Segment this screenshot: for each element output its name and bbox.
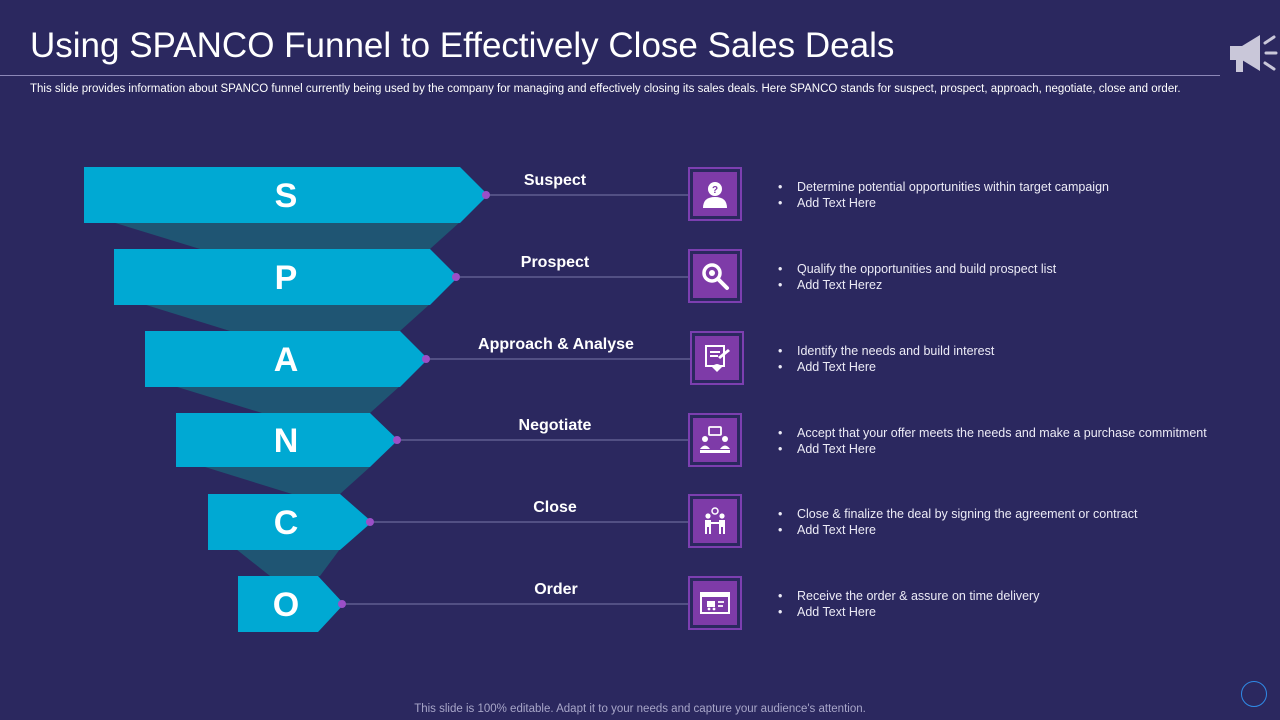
bullet-item: Receive the order & assure on time deliv… — [778, 588, 1258, 604]
bullet-item: Add Text Herez — [778, 277, 1258, 293]
bullet-item: Determine potential opportunities within… — [778, 179, 1258, 195]
stage-bullets-close: Close & finalize the deal by signing the… — [778, 506, 1258, 538]
stage-arrow-c — [208, 494, 372, 550]
bullet-item: Add Text Here — [778, 195, 1258, 211]
stage-icon-box — [688, 494, 742, 548]
stage-icon-box — [688, 576, 742, 630]
browser-order-icon — [700, 592, 730, 614]
slide-description: This slide provides information about SP… — [30, 83, 1181, 95]
stage-letter: N — [274, 422, 299, 460]
bullet-item: Identify the needs and build interest — [778, 343, 1258, 359]
stage-label-suspect: Suspect — [523, 172, 587, 189]
stage-arrow-p — [114, 249, 458, 305]
meeting-chat-icon — [700, 426, 730, 453]
corner-circle-decoration — [1241, 681, 1267, 707]
funnel-shadow — [143, 304, 430, 331]
stage-arrow-n — [176, 413, 398, 467]
stage-label-prospect: Prospect — [520, 254, 590, 271]
stage-label-close: Close — [533, 499, 577, 516]
stage-bullets-order: Receive the order & assure on time deliv… — [778, 588, 1258, 620]
connector-dot — [366, 518, 374, 526]
connector-dot — [393, 436, 401, 444]
stage-bullets-approach: Identify the needs and build interest Ad… — [778, 343, 1258, 375]
stage-bullets-suspect: Determine potential opportunities within… — [778, 179, 1258, 211]
svg-text:?: ? — [712, 185, 718, 196]
funnel-shadow — [112, 222, 460, 249]
bullet-item: Close & finalize the deal by signing the… — [778, 506, 1258, 522]
footer-note: This slide is 100% editable. Adapt it to… — [414, 703, 866, 715]
stage-letter: A — [274, 341, 299, 379]
stage-bullets-negotiate: Accept that your offer meets the needs a… — [778, 425, 1258, 457]
bullet-item: Add Text Here — [778, 441, 1258, 457]
stage-letter: O — [273, 586, 299, 624]
stage-bullets-prospect: Qualify the opportunities and build pros… — [778, 261, 1258, 293]
stage-letter: P — [275, 259, 298, 297]
handshake-icon — [705, 507, 725, 534]
page-title: Using SPANCO Funnel to Effectively Close… — [30, 26, 895, 65]
stage-arrow-o — [238, 576, 344, 632]
connector-dot — [422, 355, 430, 363]
stage-arrow-a — [145, 331, 428, 387]
connector-dot — [338, 600, 346, 608]
connector-dot — [452, 273, 460, 281]
bullet-item: Add Text Here — [778, 522, 1258, 538]
megaphone-icon — [1230, 35, 1278, 72]
stage-label-order: Order — [534, 581, 578, 598]
document-pen-icon — [705, 345, 730, 372]
search-icon — [702, 263, 729, 290]
stage-icon-box: ? — [688, 167, 742, 221]
stage-letter: S — [275, 177, 298, 215]
stage-icon-box — [688, 413, 742, 467]
stage-label-negotiate: Negotiate — [518, 417, 592, 434]
stage-icon-box — [690, 331, 744, 385]
stage-letter: C — [274, 504, 299, 542]
title-divider — [0, 75, 1220, 76]
bullet-item: Qualify the opportunities and build pros… — [778, 261, 1258, 277]
funnel-shadow — [174, 386, 400, 413]
stage-label-approach: Approach & Analyse — [478, 336, 634, 353]
connector-dot — [482, 191, 490, 199]
bullet-item: Add Text Here — [778, 359, 1258, 375]
bullet-item: Accept that your offer meets the needs a… — [778, 425, 1258, 441]
bullet-item: Add Text Here — [778, 604, 1258, 620]
stage-arrow-s — [84, 167, 488, 223]
stage-icon-box — [688, 249, 742, 303]
user-question-icon: ? — [703, 182, 727, 208]
funnel-shadow — [205, 467, 370, 494]
funnel-shadow — [236, 549, 340, 576]
